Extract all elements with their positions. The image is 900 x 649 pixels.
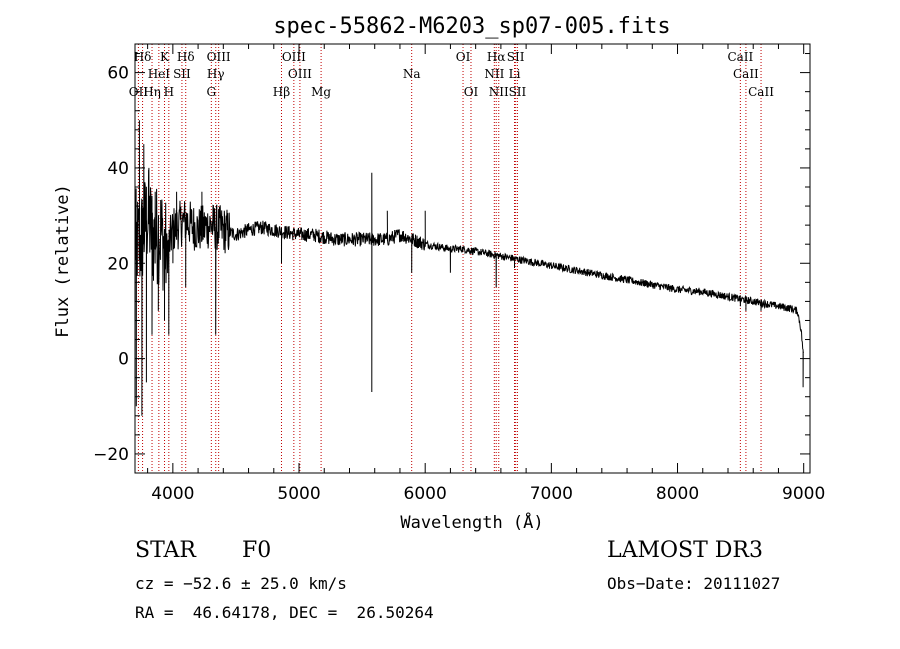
spectral-line-label: Hδ <box>177 50 195 64</box>
y-axis-label: Flux (relative) <box>53 184 73 338</box>
spectral-line-label: OIII <box>288 67 312 81</box>
survey-name: LAMOST DR3 <box>607 538 763 563</box>
spectral-line-label: H <box>164 85 174 99</box>
spectral-line-label: CaII <box>748 85 774 99</box>
y-tick-label: 20 <box>107 254 129 274</box>
redshift-velocity: cz = −52.6 ± 25.0 km/s <box>135 574 347 593</box>
spectral-line-label: CaII <box>733 67 759 81</box>
x-tick-label: 6000 <box>404 484 447 504</box>
x-tick-label: 8000 <box>656 484 699 504</box>
spectral-line-label: SII <box>173 67 191 81</box>
x-axis-label: Wavelength (Å) <box>400 511 543 533</box>
x-tick-label: 5000 <box>277 484 320 504</box>
spectral-line-label: NII <box>489 85 509 99</box>
spectral-line-label: Mg <box>311 85 331 99</box>
x-tick-label: 7000 <box>530 484 573 504</box>
spectral-line-label: OI <box>464 85 479 99</box>
object-subclass: F0 <box>242 538 272 563</box>
x-tick-label: 9000 <box>782 484 825 504</box>
y-tick-label: 0 <box>118 350 129 370</box>
x-tick-label: 4000 <box>151 484 194 504</box>
spectral-line-label: OIII <box>207 50 231 64</box>
y-tick-label: 60 <box>107 64 129 84</box>
chart-title: spec-55862-M6203_sp07-005.fits <box>273 14 670 39</box>
spectral-line-label: Na <box>403 67 421 81</box>
y-tick-label: −20 <box>93 445 129 465</box>
spectral-line-label: OIII <box>282 50 306 64</box>
spectral-line-label: Hγ <box>207 67 225 81</box>
plot-frame <box>134 43 811 474</box>
y-tick-label: 40 <box>107 159 129 179</box>
spectral-line-label: OI <box>456 50 471 64</box>
spectral-line-label: Hβ <box>273 85 290 99</box>
sky-coordinates: RA = 46.64178, DEC = 26.50264 <box>135 603 434 622</box>
spectral-line-label: Hα <box>487 50 506 64</box>
spectral-line-label: Li <box>509 67 521 81</box>
object-class: STAR <box>135 538 196 563</box>
spectral-line-label: K <box>160 50 170 64</box>
spectrum-line <box>134 120 804 416</box>
spectral-line-label: NII <box>484 67 504 81</box>
spectral-line-label: Hη <box>143 85 161 99</box>
spectral-line-label: SII <box>509 85 527 99</box>
spectral-line-label: CaII <box>727 50 753 64</box>
observation-date: Obs−Date: 20111027 <box>607 574 781 593</box>
spectral-line-label: G <box>207 85 217 99</box>
spectral-line-label: HeI <box>148 67 171 81</box>
spectral-line-label: SII <box>507 50 525 64</box>
spectral-line-label: Hδ <box>134 50 152 64</box>
axis-ticks: 4000 5000 6000 7000 8000 9000 −20 0 20 40 60 <box>93 44 825 504</box>
spectral-line-markers <box>137 44 762 473</box>
